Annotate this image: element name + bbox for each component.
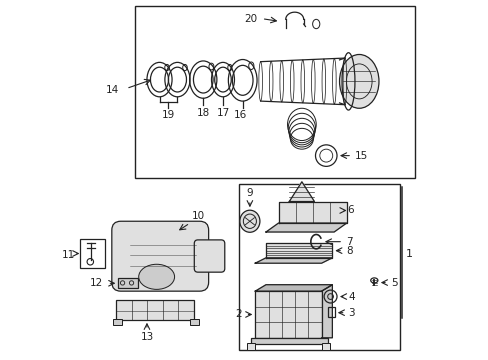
Polygon shape — [255, 285, 332, 291]
Polygon shape — [265, 223, 346, 232]
Text: 14: 14 — [105, 85, 119, 95]
Text: 12: 12 — [89, 278, 102, 288]
Text: 10: 10 — [191, 211, 204, 221]
FancyBboxPatch shape — [194, 240, 224, 272]
Text: 8: 8 — [346, 246, 352, 256]
Bar — [250, 338, 327, 344]
Text: 9: 9 — [246, 188, 253, 198]
Polygon shape — [255, 291, 321, 338]
Ellipse shape — [139, 264, 174, 289]
Text: 6: 6 — [346, 206, 353, 216]
Bar — [322, 343, 329, 350]
Ellipse shape — [339, 54, 378, 108]
Polygon shape — [265, 243, 332, 258]
Bar — [118, 278, 138, 288]
Text: 19: 19 — [162, 110, 175, 120]
Bar — [135, 6, 414, 178]
Polygon shape — [278, 202, 346, 223]
Text: 3: 3 — [348, 308, 354, 318]
Polygon shape — [255, 258, 332, 263]
Text: 18: 18 — [196, 108, 209, 118]
Bar — [239, 184, 400, 350]
Polygon shape — [289, 182, 314, 202]
Text: 7: 7 — [346, 237, 352, 247]
Polygon shape — [321, 285, 332, 338]
Ellipse shape — [239, 210, 260, 232]
Bar — [327, 307, 334, 317]
Text: 1: 1 — [405, 248, 412, 258]
Text: 16: 16 — [234, 110, 247, 120]
Text: 20: 20 — [244, 14, 257, 24]
Text: 13: 13 — [140, 332, 153, 342]
FancyBboxPatch shape — [112, 221, 208, 291]
Bar — [116, 300, 193, 320]
Text: 15: 15 — [354, 150, 367, 161]
Bar — [190, 319, 199, 325]
Text: 11: 11 — [62, 250, 75, 260]
Bar — [113, 319, 122, 325]
Bar — [247, 343, 255, 350]
Text: 2: 2 — [235, 310, 242, 319]
Bar — [80, 239, 104, 268]
Text: 4: 4 — [348, 292, 354, 302]
Text: 5: 5 — [390, 278, 397, 288]
Text: 17: 17 — [216, 108, 229, 118]
